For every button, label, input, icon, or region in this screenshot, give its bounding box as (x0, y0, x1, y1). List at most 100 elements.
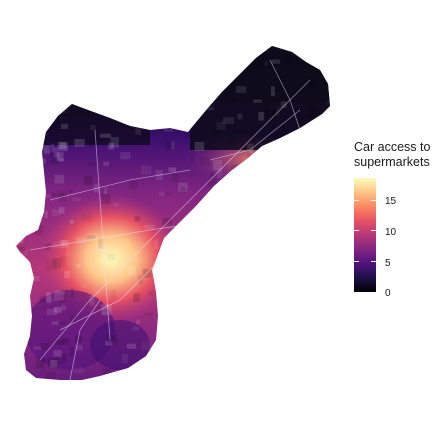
block-cell (109, 110, 113, 120)
block-cell (59, 142, 68, 152)
block-cell (57, 141, 67, 150)
block-cell (47, 357, 58, 368)
block-cell (26, 260, 31, 266)
block-cell (165, 365, 175, 376)
block-cell (16, 377, 25, 380)
block-cell (174, 116, 180, 126)
block-cell (101, 304, 112, 316)
block-cell (315, 319, 325, 325)
block-cell (16, 208, 22, 212)
block-cell (20, 65, 25, 76)
block-cell (322, 250, 329, 256)
block-cell (228, 365, 234, 374)
block-cell (200, 91, 208, 97)
block-cell (110, 136, 119, 148)
block-cell (283, 329, 291, 340)
block-cell (165, 140, 177, 150)
block-cell (74, 139, 85, 147)
block-cell (17, 300, 25, 310)
block-cell (191, 250, 198, 254)
block-cell (324, 315, 330, 321)
block-cell (171, 314, 178, 322)
block-cell (234, 245, 238, 255)
block-cell (253, 92, 258, 99)
block-cell (174, 258, 178, 263)
block-cell (69, 50, 79, 61)
block-cell (53, 350, 62, 358)
block-cell (46, 308, 58, 315)
block-cell (197, 114, 205, 123)
block-cell (44, 210, 48, 219)
block-cell (17, 337, 28, 343)
block-cell (317, 214, 324, 222)
block-cell (231, 98, 237, 106)
block-cell (270, 355, 280, 365)
block-cell (225, 215, 236, 221)
legend-colorbar (354, 178, 376, 292)
block-cell (49, 94, 54, 99)
block-cell (304, 278, 315, 285)
block-cell (180, 221, 191, 233)
block-cell (264, 61, 268, 66)
block-cell (262, 308, 267, 315)
block-cell (107, 334, 118, 344)
block-cell (319, 46, 325, 47)
block-cell (67, 73, 72, 83)
block-cell (28, 276, 40, 282)
legend-tick-mark (371, 230, 376, 231)
block-cell (161, 119, 167, 126)
block-cell (179, 352, 190, 356)
block-cell (68, 46, 79, 52)
block-cell (57, 102, 67, 113)
block-cell (129, 179, 138, 190)
block-cell (321, 268, 329, 279)
block-cell (16, 214, 22, 220)
block-cell (20, 103, 27, 114)
block-cell (225, 66, 233, 72)
block-cell (233, 262, 240, 271)
block-cell (209, 357, 221, 367)
block-cell (31, 167, 39, 179)
block-cell (51, 208, 61, 216)
block-cell (22, 326, 28, 336)
block-cell (56, 92, 66, 97)
block-cell (329, 199, 330, 210)
block-cell (141, 341, 151, 351)
block-cell (46, 292, 52, 303)
block-cell (50, 159, 60, 164)
block-cell (267, 284, 274, 292)
block-cell (64, 91, 71, 95)
block-cell (62, 354, 67, 363)
block-cell (161, 373, 172, 380)
block-cell (231, 360, 237, 370)
block-cell (33, 346, 42, 350)
block-cell (64, 338, 71, 345)
block-cell (16, 148, 24, 155)
block-cell (173, 239, 185, 247)
block-cell (57, 321, 67, 325)
block-cell (299, 294, 306, 305)
block-cell (239, 233, 248, 243)
block-cell (306, 223, 312, 231)
block-cell (63, 58, 67, 63)
block-cell (144, 312, 154, 316)
block-cell (136, 319, 140, 325)
block-cell (223, 117, 234, 124)
block-cell (277, 304, 284, 310)
block-cell (101, 193, 111, 205)
block-cell (278, 379, 283, 380)
block-cell (107, 253, 116, 261)
block-cell (61, 305, 66, 311)
block-cell (203, 63, 209, 68)
block-cell (299, 158, 305, 164)
block-cell (41, 63, 46, 69)
block-cell (72, 197, 81, 202)
block-cell (39, 158, 46, 164)
legend-tick-mark (354, 200, 359, 201)
block-cell (311, 227, 319, 239)
block-cell (144, 224, 155, 230)
block-cell (44, 65, 54, 69)
block-cell (288, 350, 296, 360)
block-cell (169, 46, 174, 53)
block-cell (131, 69, 138, 73)
